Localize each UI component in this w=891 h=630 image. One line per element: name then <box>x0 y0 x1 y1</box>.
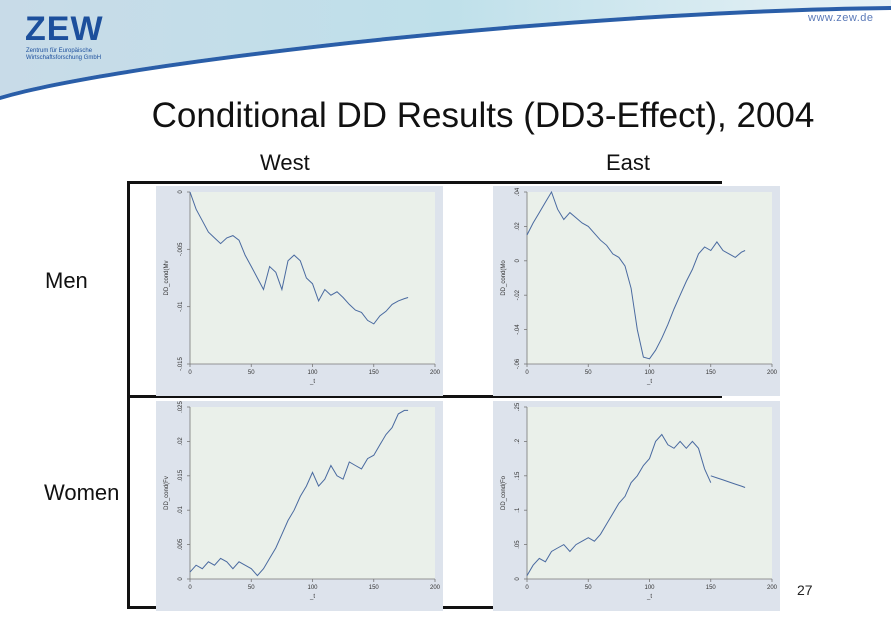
x-tick-label: 150 <box>369 585 380 591</box>
zew-logo: ZEW <box>25 10 104 48</box>
x-tick-label: 50 <box>248 585 255 591</box>
series-line <box>526 433 712 576</box>
x-tick-label: 100 <box>307 585 318 591</box>
plot-area <box>527 407 772 579</box>
y-axis-label: DD_cond(Mo <box>501 260 507 296</box>
chart-east-men-svg: .04 .02 0 -.02 -.04 -.06 0 50 100 150 200 _t DD_cond… <box>501 187 778 385</box>
x-tick-label: 150 <box>706 585 717 591</box>
header-swoosh <box>0 0 891 100</box>
zew-logo-subtitle: Zentrum für Europäische Wirtschaftsforsc… <box>26 48 102 61</box>
y-tick-label: 0 <box>515 258 521 262</box>
series-line <box>526 190 746 360</box>
series-line <box>189 191 409 325</box>
x-tick-label: 0 <box>525 370 529 376</box>
grid-frame-middle <box>127 395 722 398</box>
x-tick-label: 100 <box>307 370 318 376</box>
x-tick-label: 150 <box>369 370 380 376</box>
x-tick-label: 0 <box>188 585 192 591</box>
y-tick-label: .04 <box>515 187 521 196</box>
chart-east-women: .25 .2 .15 .1 .05 0 0 50 100 150 200 _t DD_cond(Fo <box>493 401 780 611</box>
column-label-west: West <box>260 150 310 175</box>
y-axis-label: DD_cond(Fv <box>164 476 170 510</box>
chart-east-women-svg: .25 .2 .15 .1 .05 00 50 100 150 200 _t DD_cond(Fo <box>501 402 778 600</box>
column-label-east: East <box>606 150 651 175</box>
chart-west-women: .025 .02 .015 .01 .005 0 0 50 100 150 200 _t DD_cond… <box>156 401 443 611</box>
x-tick-label: 200 <box>430 370 441 376</box>
y-tick-label: -.01 <box>178 301 184 312</box>
y-tick-label: -.015 <box>178 357 184 371</box>
x-tick-label: 50 <box>248 370 255 376</box>
y-tick-label: .25 <box>515 402 521 411</box>
chart-west-men-svg: 0 -.005 -.01 -.015 0 50 100 150 200 _t DD_cond(Mv <box>164 190 441 385</box>
x-axis-label: _t <box>646 594 652 600</box>
y-axis-label: DD_cond(Mv <box>164 260 170 295</box>
x-axis-label: _t <box>309 594 315 600</box>
y-tick-label: 0 <box>178 577 184 581</box>
plot-area <box>190 192 435 364</box>
x-tick-label: 50 <box>585 370 592 376</box>
y-tick-label: -.04 <box>515 324 521 335</box>
x-tick-label: 200 <box>767 585 778 591</box>
y-tick-label: .05 <box>515 540 521 549</box>
y-tick-label: 0 <box>515 577 521 581</box>
y-tick-label: .02 <box>178 437 184 446</box>
x-axis-label: _t <box>309 379 315 385</box>
x-tick-label: 200 <box>767 370 778 376</box>
plot-area <box>527 192 772 364</box>
x-tick-label: 200 <box>430 585 441 591</box>
grid-frame-top <box>127 181 722 184</box>
row-label-women: Women <box>44 480 120 505</box>
chart-west-women-svg: .025 .02 .015 .01 .005 00 50 100 150 200 _t DD_cond… <box>164 401 441 600</box>
y-tick-label: -.02 <box>515 289 521 300</box>
chart-west-men: 0 -.005 -.01 -.015 0 50 100 150 200 _t DD_cond(Mv <box>156 186 443 396</box>
row-label-men: Men <box>45 268 88 293</box>
x-tick-label: 0 <box>525 585 529 591</box>
y-tick-label: .02 <box>515 222 521 231</box>
chart-east-men: .04 .02 0 -.02 -.04 -.06 0 50 100 150 200 _t DD_cond… <box>493 186 780 396</box>
y-tick-label: 0 <box>178 190 184 194</box>
x-tick-label: 50 <box>585 585 592 591</box>
page-number: 27 <box>797 582 813 598</box>
x-tick-label: 100 <box>644 585 655 591</box>
header-banner: ZEW Zentrum für Europäische Wirtschaftsf… <box>0 0 891 100</box>
y-tick-label: .015 <box>178 469 184 481</box>
website-url: www.zew.de <box>808 12 874 24</box>
series-line <box>189 409 409 577</box>
y-tick-label: -.06 <box>515 358 521 369</box>
y-tick-label: .1 <box>515 507 521 513</box>
x-tick-label: 100 <box>644 370 655 376</box>
slide-title: Conditional DD Results (DD3-Effect), 200… <box>151 96 815 135</box>
y-tick-label: .2 <box>515 438 521 444</box>
y-tick-label: -.005 <box>178 242 184 256</box>
x-tick-label: 150 <box>706 370 717 376</box>
y-tick-label: .01 <box>178 505 184 514</box>
series-line <box>710 475 746 488</box>
y-tick-label: .005 <box>178 538 184 550</box>
plot-area <box>190 407 435 579</box>
y-tick-label: .15 <box>515 471 521 480</box>
y-tick-label: .025 <box>178 401 184 413</box>
x-axis-label: _t <box>646 379 652 385</box>
y-axis-label: DD_cond(Fo <box>501 475 507 510</box>
x-tick-label: 0 <box>188 370 192 376</box>
